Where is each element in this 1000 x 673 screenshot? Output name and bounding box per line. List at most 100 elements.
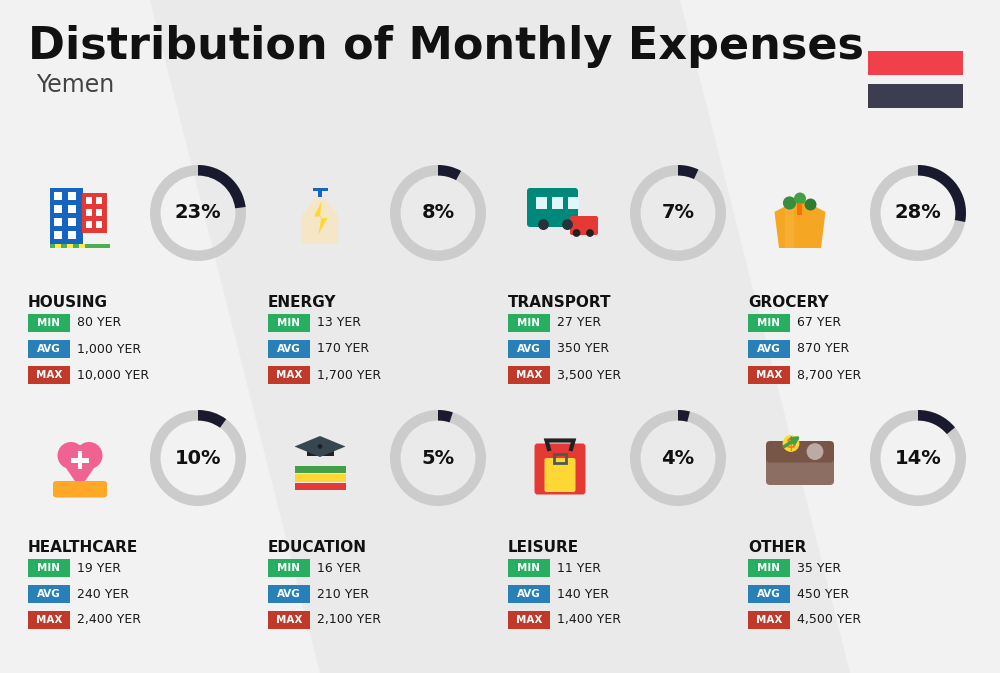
Text: MIN: MIN	[38, 563, 60, 573]
Bar	[54, 231, 62, 239]
FancyBboxPatch shape	[268, 366, 310, 384]
Bar	[797, 203, 802, 215]
Wedge shape	[678, 410, 690, 422]
Text: 28%: 28%	[895, 203, 941, 223]
Wedge shape	[150, 410, 246, 506]
Wedge shape	[918, 165, 966, 222]
Circle shape	[573, 229, 580, 237]
Text: AVG: AVG	[757, 344, 781, 354]
Wedge shape	[198, 165, 246, 209]
Bar	[536, 197, 547, 209]
FancyBboxPatch shape	[28, 314, 70, 332]
Wedge shape	[870, 410, 966, 506]
Text: AVG: AVG	[277, 344, 301, 354]
Text: 10%: 10%	[175, 448, 221, 468]
FancyBboxPatch shape	[53, 481, 107, 497]
Wedge shape	[150, 165, 246, 261]
Text: AVG: AVG	[277, 589, 301, 599]
Wedge shape	[678, 165, 698, 179]
Bar	[318, 190, 322, 197]
Bar	[306, 445, 334, 456]
FancyBboxPatch shape	[508, 366, 550, 384]
Text: 450 YER: 450 YER	[797, 588, 849, 600]
Wedge shape	[198, 410, 226, 428]
Text: 170 YER: 170 YER	[317, 343, 369, 355]
FancyBboxPatch shape	[28, 559, 70, 577]
FancyBboxPatch shape	[748, 314, 790, 332]
Wedge shape	[390, 165, 486, 261]
FancyBboxPatch shape	[868, 84, 963, 108]
Circle shape	[586, 229, 594, 237]
Bar	[68, 205, 76, 213]
Text: 35 YER: 35 YER	[797, 561, 841, 575]
FancyBboxPatch shape	[508, 611, 550, 629]
Text: AVG: AVG	[517, 589, 541, 599]
FancyBboxPatch shape	[268, 611, 310, 629]
FancyBboxPatch shape	[748, 559, 790, 577]
Bar	[50, 244, 110, 248]
Bar	[785, 203, 794, 248]
Text: GROCERY: GROCERY	[748, 295, 829, 310]
Circle shape	[783, 197, 796, 209]
Text: 11 YER: 11 YER	[557, 561, 601, 575]
Bar	[78, 451, 82, 469]
Bar	[96, 209, 102, 216]
Bar	[54, 205, 62, 213]
Wedge shape	[630, 410, 726, 506]
Text: Distribution of Monthly Expenses: Distribution of Monthly Expenses	[28, 25, 864, 68]
Text: 2,100 YER: 2,100 YER	[317, 614, 381, 627]
Polygon shape	[58, 456, 103, 489]
Text: MAX: MAX	[756, 370, 782, 380]
FancyBboxPatch shape	[570, 216, 598, 235]
Text: Yemen: Yemen	[36, 73, 114, 97]
FancyBboxPatch shape	[508, 314, 550, 332]
Text: MAX: MAX	[516, 615, 542, 625]
Bar	[82, 192, 107, 233]
Text: AVG: AVG	[517, 344, 541, 354]
Bar	[79, 244, 85, 248]
Text: 870 YER: 870 YER	[797, 343, 849, 355]
Text: MAX: MAX	[516, 370, 542, 380]
Text: 4%: 4%	[661, 448, 695, 468]
FancyBboxPatch shape	[508, 559, 550, 577]
Wedge shape	[438, 410, 453, 423]
Text: 240 YER: 240 YER	[77, 588, 129, 600]
Text: AVG: AVG	[37, 589, 61, 599]
Bar	[71, 458, 89, 463]
FancyBboxPatch shape	[294, 483, 346, 490]
Text: HEALTHCARE: HEALTHCARE	[28, 540, 138, 555]
FancyBboxPatch shape	[544, 458, 576, 492]
Text: 350 YER: 350 YER	[557, 343, 609, 355]
Text: AVG: AVG	[37, 344, 61, 354]
FancyBboxPatch shape	[294, 466, 346, 473]
Text: MIN: MIN	[758, 563, 780, 573]
Polygon shape	[302, 192, 338, 244]
Text: 23%: 23%	[175, 203, 221, 223]
Text: MIN: MIN	[38, 318, 60, 328]
Wedge shape	[438, 165, 461, 180]
Circle shape	[58, 442, 84, 469]
FancyBboxPatch shape	[28, 340, 70, 358]
Bar	[55, 244, 61, 248]
FancyBboxPatch shape	[748, 611, 790, 629]
Text: 1,700 YER: 1,700 YER	[317, 369, 381, 382]
Circle shape	[538, 219, 549, 230]
FancyBboxPatch shape	[268, 559, 310, 577]
Polygon shape	[314, 201, 328, 234]
Circle shape	[783, 435, 799, 452]
Bar	[312, 188, 328, 191]
Text: MAX: MAX	[756, 615, 782, 625]
Polygon shape	[150, 0, 850, 673]
Text: 67 YER: 67 YER	[797, 316, 841, 330]
Bar	[68, 192, 76, 200]
Text: ENERGY: ENERGY	[268, 295, 336, 310]
Text: LEISURE: LEISURE	[508, 540, 579, 555]
Text: 1,000 YER: 1,000 YER	[77, 343, 141, 355]
FancyBboxPatch shape	[508, 340, 550, 358]
FancyBboxPatch shape	[294, 474, 346, 482]
Wedge shape	[630, 165, 726, 261]
Text: TRANSPORT: TRANSPORT	[508, 295, 612, 310]
FancyBboxPatch shape	[748, 340, 790, 358]
Text: 1,400 YER: 1,400 YER	[557, 614, 621, 627]
Text: 5%: 5%	[421, 448, 455, 468]
